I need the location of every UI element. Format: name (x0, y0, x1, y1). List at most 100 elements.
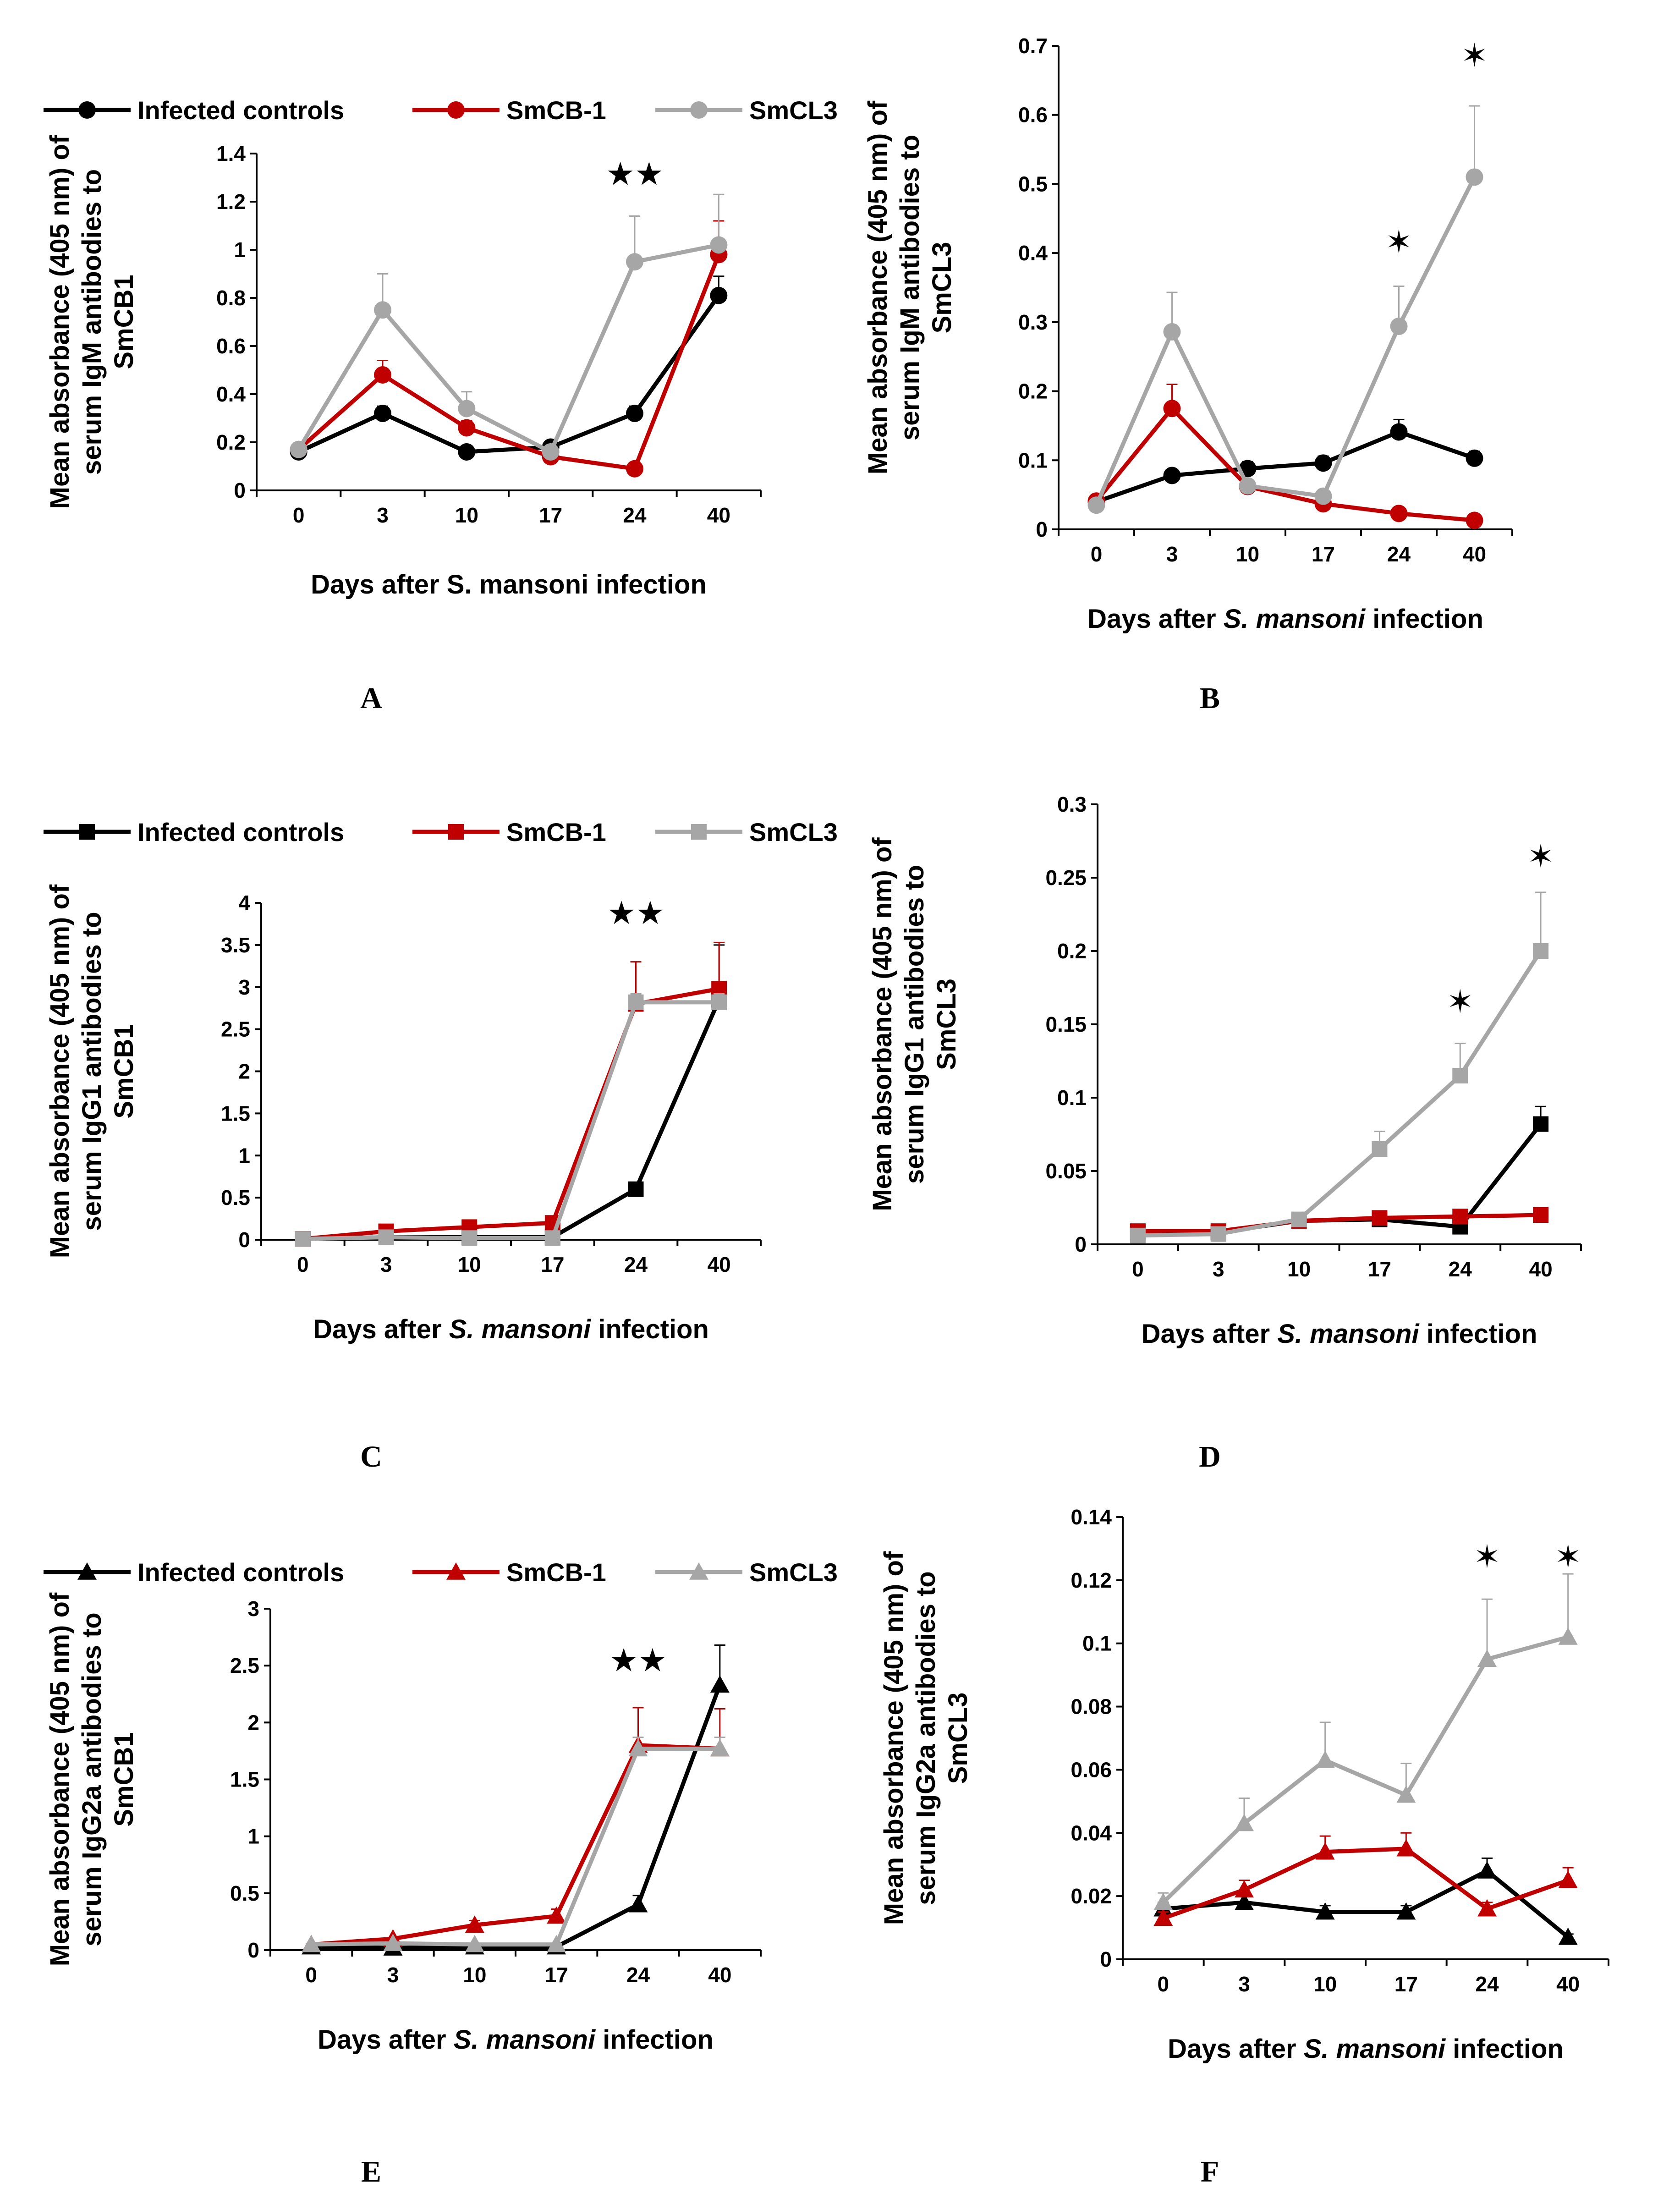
y-axis-label: serum IgM antibodies to (77, 169, 107, 475)
data-point (710, 1675, 730, 1693)
data-point (290, 440, 307, 458)
x-tick-label: 10 (455, 503, 478, 527)
y-axis-label: serum IgG2a antibodies to (77, 1612, 107, 1946)
y-axis-label: Mean absorbance (405 nm) of (45, 135, 75, 509)
panel-A: 0 0.2 0.4 0.6 0.8 1 1.2 1.4 0 3 10 17 24 40 Mean absor… (44, 96, 838, 715)
x-tick-label: 17 (1395, 1972, 1418, 1996)
x-tick-label: 40 (708, 1253, 731, 1276)
data-point (1396, 1902, 1416, 1920)
x-tick-label: 40 (1556, 1972, 1580, 1996)
x-tick-label: 3 (380, 1253, 392, 1276)
y-axis-label: SmCL3 (927, 242, 957, 334)
data-point (79, 824, 95, 840)
x-tick-label: 0 (297, 1253, 309, 1276)
y-tick-label: 0 (1036, 517, 1048, 541)
data-point (710, 286, 728, 304)
data-point (1235, 1880, 1254, 1898)
series-line (1095, 406, 1475, 522)
data-point (78, 101, 96, 119)
y-tick-label: 0.25 (1045, 866, 1087, 890)
data-point (465, 1915, 484, 1933)
significance-marker: ✶ (1474, 1538, 1501, 1575)
series-line (311, 1684, 722, 1950)
x-tick-label: 0 (1132, 1257, 1144, 1281)
x-tick-label: 3 (387, 1963, 399, 1987)
series-line (302, 1000, 719, 1241)
y-tick-label: 0.8 (216, 286, 246, 310)
data-point (1239, 477, 1257, 495)
x-tick-label: 10 (1313, 1972, 1337, 1996)
x-axis-label: Days after S. mansoni infection (311, 570, 707, 599)
series-smcb-1 (1087, 384, 1483, 529)
y-tick-label: 0.5 (230, 1881, 259, 1905)
x-tick-label: 0 (1091, 542, 1103, 566)
y-tick-label: 0.5 (221, 1186, 250, 1209)
x-tick-label: 17 (541, 1253, 564, 1276)
legend-label: SmCB-1 (506, 1558, 606, 1587)
panel-D: 0 0.05 0.1 0.15 0.2 0.25 0.3 0 3 10 17 24 40 Mean abs… (867, 792, 1582, 1473)
y-axis-label: SmCL3 (943, 1693, 973, 1784)
x-tick-label: 10 (1287, 1257, 1311, 1281)
data-point (374, 405, 391, 422)
data-point (447, 101, 465, 119)
series-line (1137, 1213, 1541, 1233)
data-point (626, 460, 643, 478)
panel-label: B (1200, 682, 1220, 715)
data-point (383, 1934, 403, 1951)
data-point (628, 1895, 648, 1913)
series-line (296, 243, 719, 454)
x-tick-label: 24 (623, 503, 647, 527)
x-axis-label: Days after S. mansoni infection (1087, 604, 1483, 634)
y-tick-label: 2.5 (221, 1017, 250, 1041)
x-tick-label: 3 (377, 503, 389, 527)
y-axis-label: SmCB1 (109, 1732, 139, 1826)
legend: Infected controls SmCB-1 SmCL3 (44, 1558, 838, 1587)
data-point (1466, 168, 1483, 186)
data-point (1314, 487, 1332, 505)
legend-label: SmCB-1 (506, 96, 606, 125)
data-point (1533, 1207, 1549, 1223)
series-smcl3 (302, 1737, 730, 1952)
y-axis-label: Mean absorbance (405 nm) of (45, 884, 75, 1258)
data-point (1372, 1141, 1388, 1157)
data-point (628, 994, 644, 1010)
y-tick-label: 0.1 (1057, 1086, 1087, 1110)
significance-marker: ✶ (1447, 983, 1474, 1020)
y-axis-label: Mean absorbance (405 nm) of (867, 837, 897, 1211)
data-point (691, 824, 707, 840)
y-axis-label: SmCB1 (109, 1024, 139, 1118)
y-tick-label: 0.02 (1071, 1884, 1112, 1908)
data-point (1087, 496, 1105, 514)
x-axis-label: Days after S. mansoni infection (318, 2025, 714, 2055)
series-line (1163, 1869, 1570, 1939)
series-smcl3 (1087, 105, 1483, 514)
data-point (1396, 1785, 1416, 1803)
data-point (544, 1230, 560, 1246)
y-tick-label: 0.2 (216, 430, 246, 454)
y-tick-label: 0.1 (1082, 1632, 1112, 1655)
legend-label: SmCB-1 (506, 818, 606, 847)
data-point (1163, 467, 1181, 484)
data-point (1558, 1627, 1578, 1645)
data-point (689, 1562, 708, 1580)
data-point (1153, 1908, 1173, 1926)
data-point (628, 1739, 648, 1757)
y-tick-label: 0 (1100, 1947, 1112, 1971)
panel-label: F (1201, 2155, 1219, 2188)
x-tick-label: 24 (1475, 1972, 1499, 1996)
y-axis-label: SmCB1 (109, 275, 139, 369)
data-point (1130, 1227, 1146, 1243)
legend-label: SmCL3 (749, 96, 838, 125)
data-point (542, 443, 560, 461)
data-point (1314, 454, 1332, 472)
x-tick-label: 17 (1368, 1257, 1391, 1281)
panel-label: D (1199, 1440, 1221, 1473)
y-axis-label: Mean absorbance (405 nm) of (879, 1551, 909, 1925)
legend-label: SmCL3 (749, 1558, 838, 1587)
series-line (1094, 176, 1477, 506)
y-tick-label: 0.4 (1018, 241, 1048, 265)
data-point (1390, 423, 1408, 441)
data-point (1396, 1839, 1416, 1857)
y-tick-label: 2.5 (230, 1654, 259, 1677)
data-point (547, 1935, 566, 1952)
